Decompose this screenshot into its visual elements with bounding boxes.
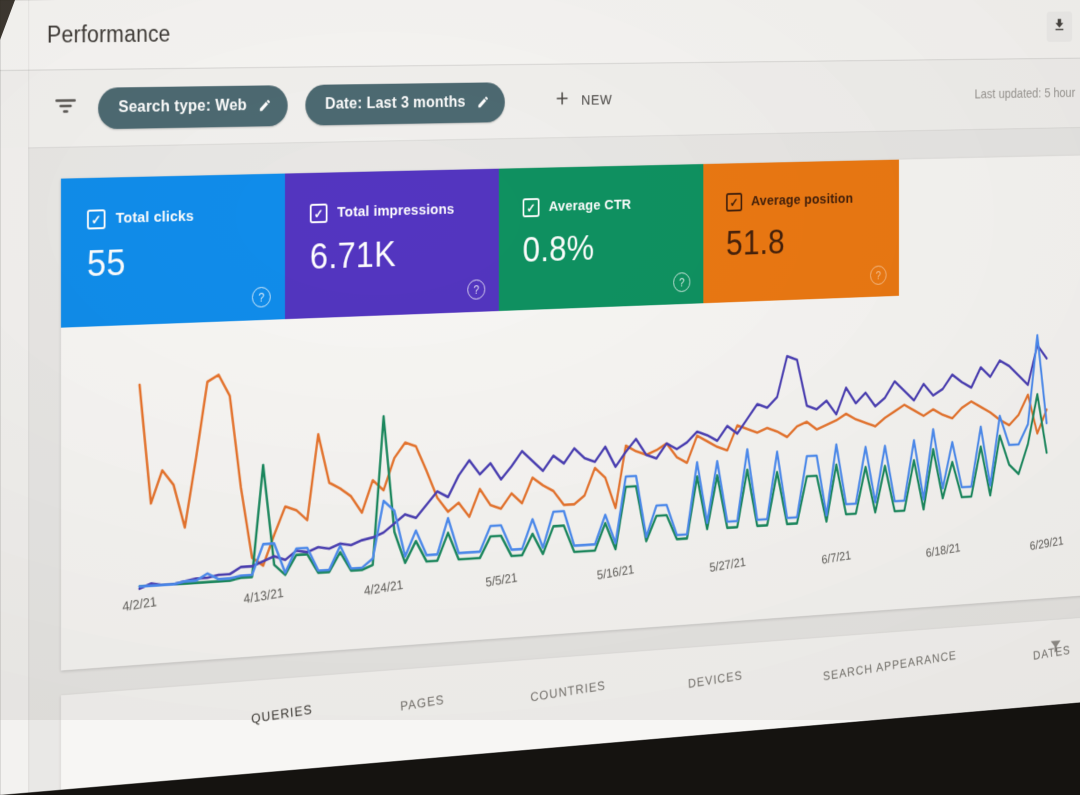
help-icon[interactable]: ?: [673, 272, 690, 292]
metric-label: Total clicks: [116, 208, 194, 228]
tab-search-appearance[interactable]: SEARCH APPEARANCE: [822, 648, 957, 683]
new-filter-label: NEW: [581, 92, 612, 108]
search-type-chip[interactable]: Search type: Web: [98, 85, 288, 129]
metric-tile-average-ctr[interactable]: ✓ Average CTR 0.8% ?: [499, 164, 703, 311]
metric-tile-total-clicks[interactable]: ✓ Total clicks 55 ?: [61, 174, 285, 328]
table-filter-button[interactable]: [1050, 639, 1062, 659]
search-type-chip-label: Search type: Web: [118, 96, 246, 117]
help-icon[interactable]: ?: [870, 265, 886, 285]
pencil-icon: [259, 98, 272, 113]
date-range-chip-label: Date: Last 3 months: [325, 93, 465, 113]
metric-label: Average position: [751, 191, 853, 210]
filter-list-button[interactable]: [52, 93, 80, 123]
metric-label: Average CTR: [549, 197, 631, 216]
export-button[interactable]: [1047, 11, 1073, 42]
metric-label: Total impressions: [337, 201, 454, 221]
sidebar-edge: [0, 147, 28, 795]
checkbox-checked-icon[interactable]: ✓: [87, 209, 106, 229]
metric-value: 6.71K: [310, 234, 396, 277]
performance-summary-card: ✓ Total clicks 55 ? ✓ Total impressions …: [61, 155, 1080, 670]
download-icon: [1053, 16, 1067, 37]
checkbox-checked-icon[interactable]: ✓: [726, 193, 742, 212]
funnel-icon: [1050, 642, 1062, 658]
pencil-icon: [477, 95, 490, 109]
performance-chart: [61, 306, 1080, 645]
metric-tiles: ✓ Total clicks 55 ? ✓ Total impressions …: [61, 155, 1080, 327]
checkbox-checked-icon[interactable]: ✓: [523, 198, 540, 217]
metric-value: 0.8%: [523, 229, 595, 271]
date-range-chip[interactable]: Date: Last 3 months: [306, 82, 505, 125]
page-title: Performance: [47, 20, 171, 48]
help-icon[interactable]: ?: [252, 287, 271, 308]
metric-value: 51.8: [726, 223, 785, 264]
filter-toolbar: Search type: Web Date: Last 3 months NEW…: [0, 58, 1080, 149]
tab-devices[interactable]: DEVICES: [688, 668, 744, 691]
tab-queries[interactable]: QUERIES: [251, 702, 313, 726]
screen-corner-shadow: [0, 0, 15, 40]
last-updated-text: Last updated: 5 hour: [975, 86, 1076, 102]
checkbox-checked-icon[interactable]: ✓: [310, 204, 328, 224]
sidebar-border: [28, 0, 29, 793]
tab-pages[interactable]: PAGES: [400, 692, 445, 713]
help-icon[interactable]: ?: [467, 279, 485, 300]
page-header: Performance: [0, 0, 1080, 71]
new-filter-button[interactable]: NEW: [554, 88, 613, 112]
metric-tile-total-impressions[interactable]: ✓ Total impressions 6.71K ?: [285, 169, 499, 319]
filter-list-icon: [54, 93, 78, 124]
metric-tile-average-position[interactable]: ✓ Average position 51.8 ?: [703, 160, 899, 304]
tab-countries[interactable]: COUNTRIES: [530, 678, 606, 704]
metric-value: 55: [87, 242, 126, 285]
plus-icon: [554, 89, 571, 113]
